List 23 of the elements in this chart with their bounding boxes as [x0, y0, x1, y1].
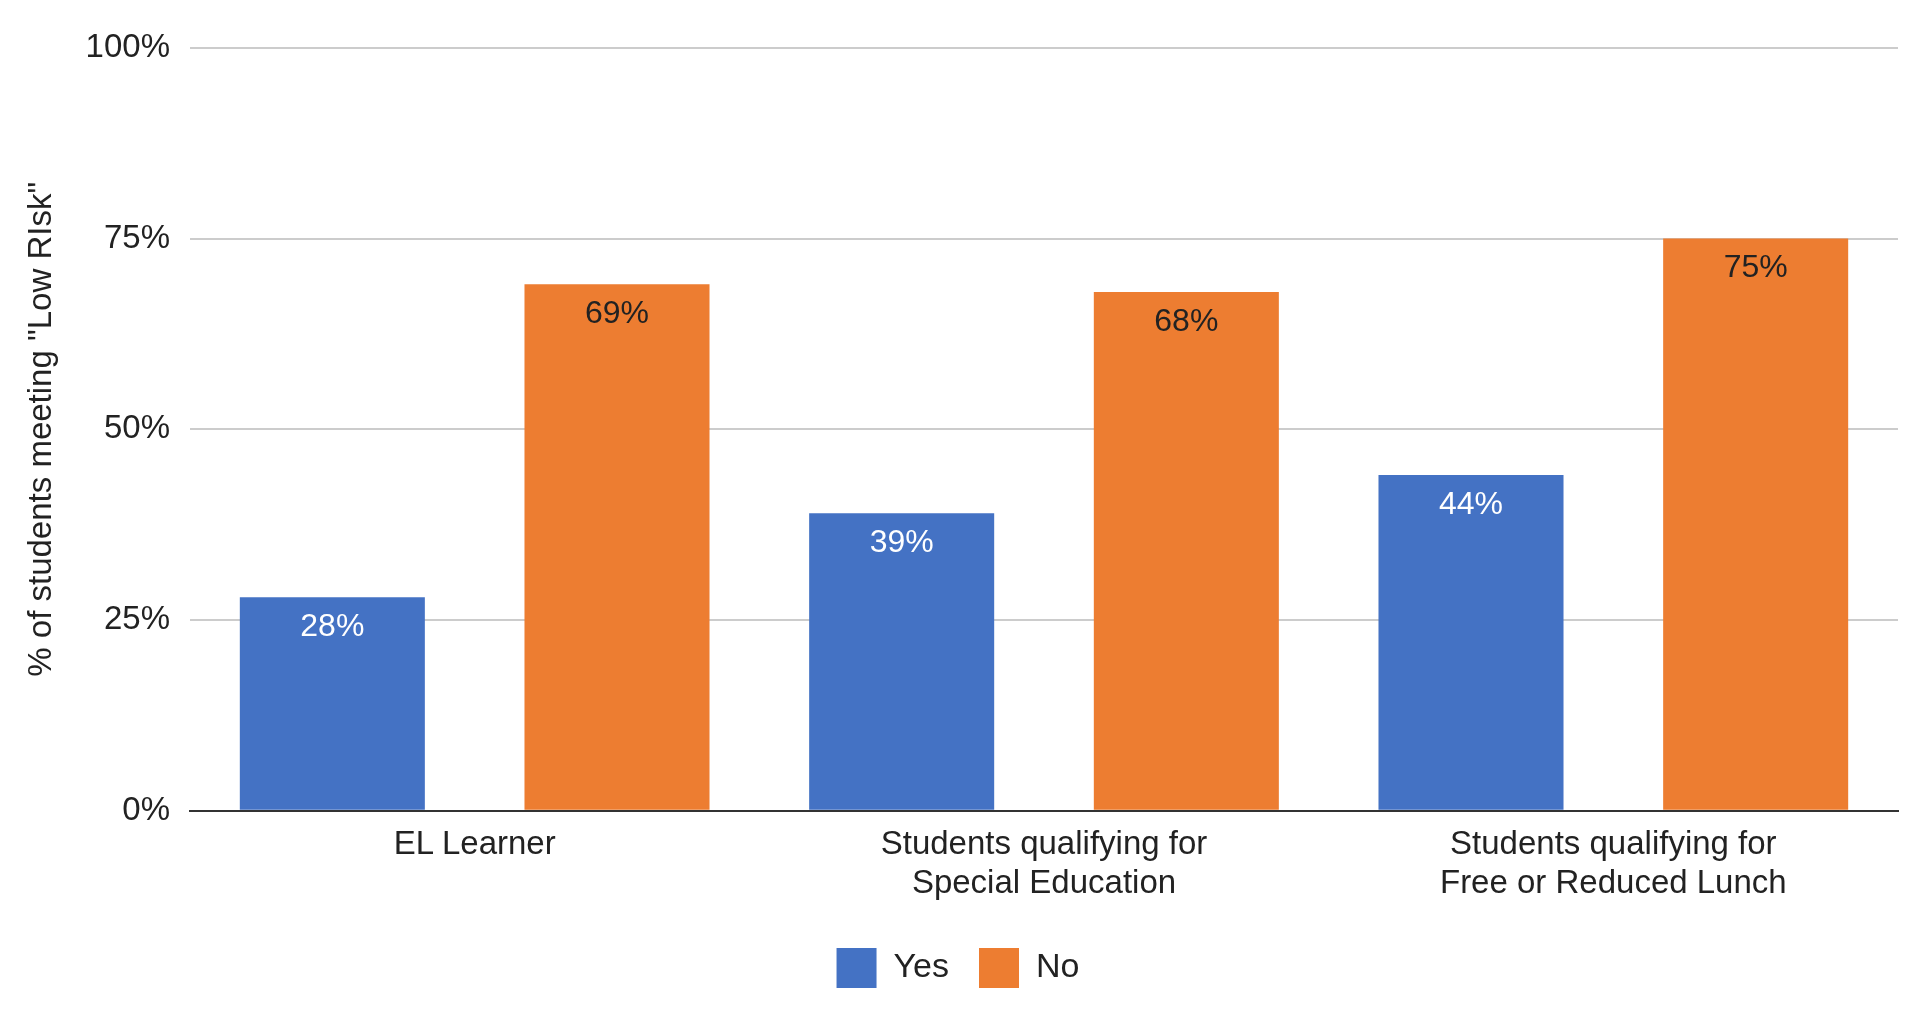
- x-tick-label: Students qualifying for Free or Reduced Lunch: [1439, 823, 1787, 901]
- legend-label: No: [1036, 946, 1080, 985]
- y-tick-label: 75%: [103, 217, 170, 255]
- y-tick-label: 50%: [103, 408, 170, 446]
- text: 28%: [300, 606, 365, 643]
- y-tick-label: 25%: [103, 599, 170, 637]
- bar: [524, 284, 710, 810]
- bar: [1663, 238, 1849, 810]
- x-tick-label: EL Learner: [393, 823, 556, 861]
- bar: [1093, 291, 1279, 810]
- legend-label: Yes: [893, 946, 949, 985]
- text: 68%: [1154, 301, 1219, 338]
- x-tick-label: Students qualifying for Special Education: [880, 823, 1208, 901]
- y-tick-label: 0%: [122, 789, 170, 827]
- y-tick-label: 100%: [85, 26, 170, 64]
- text: 39%: [869, 523, 934, 560]
- text: 69%: [584, 294, 650, 331]
- y-axis-title: % of students meeting "Low RIsk": [20, 181, 58, 677]
- bar: [1378, 475, 1564, 810]
- bar: [239, 597, 425, 810]
- text: 44%: [1438, 484, 1504, 521]
- text: 75%: [1723, 248, 1788, 285]
- bar: [809, 513, 995, 810]
